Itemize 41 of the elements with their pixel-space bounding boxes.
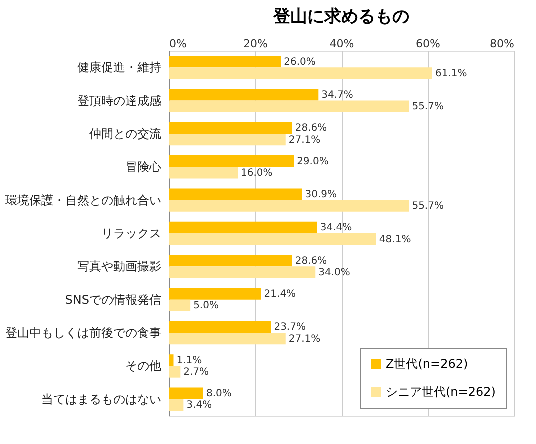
legend-label: Z世代(n=262) [386,357,468,371]
data-label: 23.7% [274,322,306,334]
data-label: 29.0% [297,156,329,168]
y-tick-label: 登頂時の達成感 [78,94,162,108]
y-tick-label: 仲間との交流 [90,126,162,141]
data-label: 55.7% [412,102,444,113]
data-label: 1.1% [176,355,202,366]
data-label: 5.0% [194,300,219,312]
x-tick-label: 80% [490,38,514,50]
data-label: 30.9% [305,190,338,201]
data-label: 28.6% [295,256,328,267]
data-label: 48.1% [379,234,412,246]
x-tick-label: 60% [416,38,440,50]
x-tick-label: 40% [330,38,354,50]
data-label: 3.4% [186,400,212,412]
y-tick-label: 写真や動画撮影 [78,260,162,274]
x-tick-label: 20% [244,38,268,50]
data-label: 34.7% [322,90,354,101]
y-tick-label: SNSでの情報発信 [65,292,162,307]
x-tick-label: 0% [170,38,187,50]
data-label: 28.6% [295,123,328,134]
data-label: 34.4% [320,222,352,234]
data-label: 2.7% [184,367,210,378]
data-label: 61.1% [435,68,468,80]
y-tick-label: その他 [126,359,162,374]
chart-title: 登山に求めるもの [272,7,410,27]
legend-label: シニア世代(n=262) [386,385,496,399]
data-label: 27.1% [288,134,321,146]
data-label: 55.7% [412,201,444,212]
y-tick-label: リラックス [102,226,162,240]
data-label: 34.0% [318,267,350,278]
y-tick-label: 当てはまるものはない [42,392,162,406]
data-label: 26.0% [284,56,316,68]
data-label: 21.4% [264,289,296,300]
data-label: 27.1% [288,334,321,345]
y-tick-label: 登山中もしくは前後での食事 [6,326,162,340]
y-tick-label: 冒険心 [126,160,162,174]
y-tick-label: 健康促進・維持 [78,60,162,75]
y-tick-label: 環境保護・自然との触れ合い [6,193,162,208]
data-label: 16.0% [241,168,273,179]
data-label: 8.0% [206,388,232,400]
